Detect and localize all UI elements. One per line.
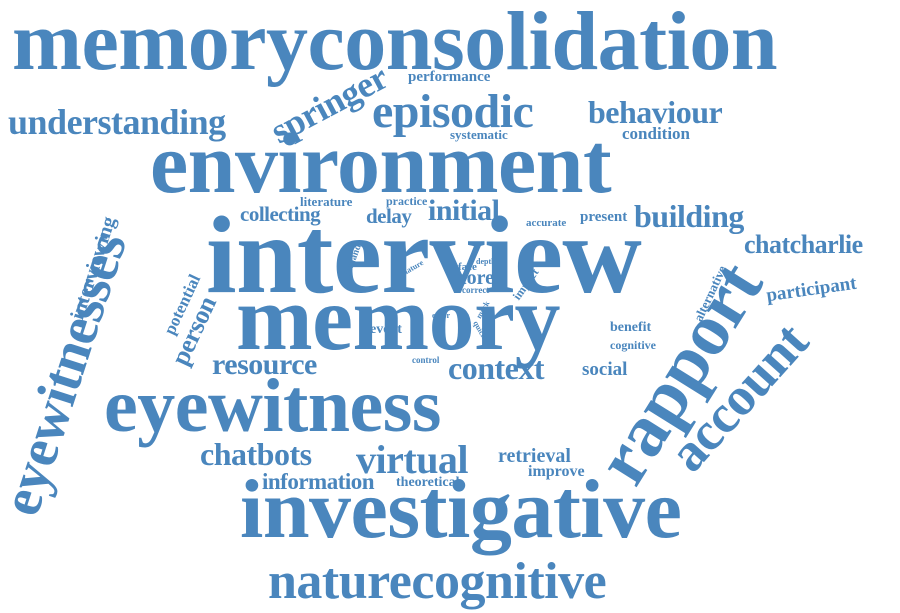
word-chatbots: chatbots <box>200 436 312 472</box>
word-environment: environment <box>150 115 612 211</box>
word-naturecognitive: naturecognitive <box>268 553 607 610</box>
word-episodic: episodic <box>372 85 534 138</box>
word-retrieval: retrieval <box>498 445 571 467</box>
word-information: information <box>262 469 375 494</box>
word-more: more <box>450 267 495 289</box>
word-resource: resource <box>212 348 317 381</box>
word-theoretical: theoretical <box>396 475 460 490</box>
word-correct: correct <box>462 285 490 295</box>
word-eyewitness: eyewitness <box>104 364 441 448</box>
word-event: event <box>370 322 402 337</box>
word-systematic: systematic <box>450 127 508 142</box>
word-face: face <box>458 261 477 273</box>
word-collecting: collecting <box>240 202 321 226</box>
word-control: control <box>412 355 440 365</box>
word-present: present <box>580 209 628 225</box>
word-error: error <box>432 311 451 320</box>
word-initial: initial <box>428 194 500 227</box>
word-practice: practice <box>386 194 428 208</box>
word-cognitive: cognitive <box>610 338 656 352</box>
word-understanding: understanding <box>8 102 226 142</box>
word-virtual: virtual <box>356 437 469 482</box>
word-improve: improve <box>528 463 585 480</box>
word-memory: memory <box>236 267 560 369</box>
word-performance: performance <box>408 69 491 85</box>
word-literature: literature <box>300 194 353 209</box>
word-participant: participant <box>764 272 858 307</box>
word-building: building <box>634 198 744 234</box>
word-depth: depth <box>476 257 496 266</box>
word-benefit: benefit <box>610 320 652 335</box>
word-chatcharlie: chatcharlie <box>744 230 863 259</box>
word-investigative: investigative <box>240 463 682 556</box>
word-accurate: accurate <box>526 217 567 229</box>
word-behaviour: behaviour <box>588 94 723 130</box>
word-delay: delay <box>366 204 412 228</box>
word-memoryconsolidation: memoryconsolidation <box>12 0 778 88</box>
word-context: context <box>448 350 545 386</box>
word-interview: interview <box>206 194 642 316</box>
word-condition: condition <box>622 124 691 143</box>
word-social: social <box>582 359 628 380</box>
